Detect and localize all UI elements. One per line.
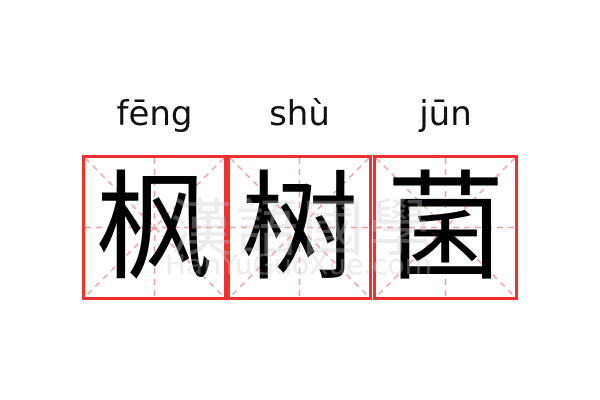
char-cell-1: 枫: [82, 155, 227, 300]
pinyin-3: jūn: [419, 94, 472, 134]
hanzi: 枫: [95, 158, 214, 297]
character-grid: 枫 树 菌: [82, 155, 518, 300]
pinyin-1: fēng: [116, 94, 193, 134]
char-cell-3: 菌: [373, 155, 518, 300]
hanzi: 菌: [386, 158, 505, 297]
guide-lines: [376, 158, 515, 297]
pinyin-2: shù: [269, 94, 330, 134]
guide-lines: [230, 158, 369, 297]
char-cell-2: 树: [227, 155, 372, 300]
hanzi: 树: [240, 158, 359, 297]
guide-lines: [85, 158, 224, 297]
